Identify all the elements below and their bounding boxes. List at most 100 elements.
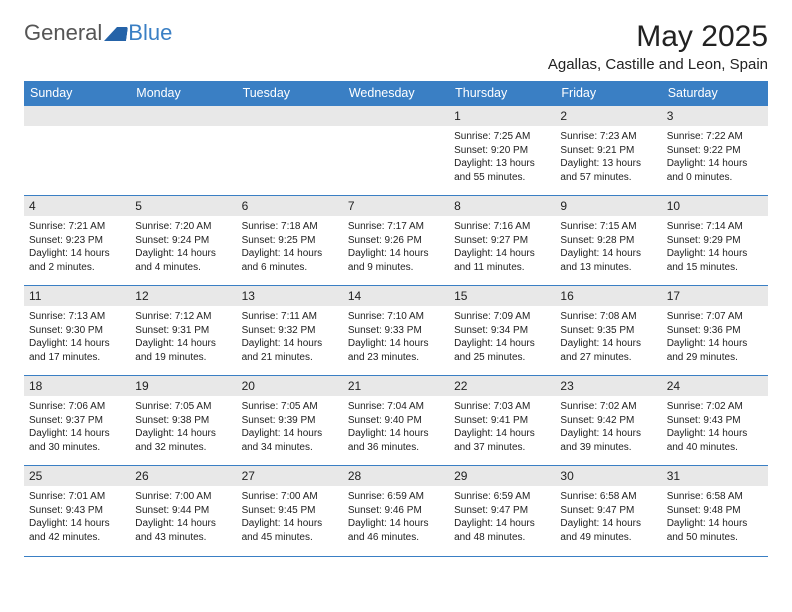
day-info: Sunrise: 7:05 AMSunset: 9:39 PMDaylight:…	[237, 396, 343, 458]
day-number-band: 23	[555, 376, 661, 396]
day-number-band: 26	[130, 466, 236, 486]
day-info: Sunrise: 7:06 AMSunset: 9:37 PMDaylight:…	[24, 396, 130, 458]
day-cell: 9Sunrise: 7:15 AMSunset: 9:28 PMDaylight…	[555, 196, 661, 286]
day-number-band	[130, 106, 236, 126]
day-number-band: 7	[343, 196, 449, 216]
day-info: Sunrise: 7:00 AMSunset: 9:44 PMDaylight:…	[130, 486, 236, 548]
day-info: Sunrise: 7:20 AMSunset: 9:24 PMDaylight:…	[130, 216, 236, 278]
day-cell: 30Sunrise: 6:58 AMSunset: 9:47 PMDayligh…	[555, 466, 661, 556]
day-number-band	[343, 106, 449, 126]
calendar: SundayMondayTuesdayWednesdayThursdayFrid…	[24, 81, 768, 557]
logo: General Blue	[24, 20, 172, 46]
day-number-band: 5	[130, 196, 236, 216]
week-row: 4Sunrise: 7:21 AMSunset: 9:23 PMDaylight…	[24, 196, 768, 286]
day-number-band: 30	[555, 466, 661, 486]
day-cell: 18Sunrise: 7:06 AMSunset: 9:37 PMDayligh…	[24, 376, 130, 466]
day-info: Sunrise: 7:10 AMSunset: 9:33 PMDaylight:…	[343, 306, 449, 368]
day-cell: 26Sunrise: 7:00 AMSunset: 9:44 PMDayligh…	[130, 466, 236, 556]
week-row: 11Sunrise: 7:13 AMSunset: 9:30 PMDayligh…	[24, 286, 768, 376]
weekday-header: Monday	[130, 81, 236, 106]
day-cell: 2Sunrise: 7:23 AMSunset: 9:21 PMDaylight…	[555, 106, 661, 196]
day-info: Sunrise: 7:22 AMSunset: 9:22 PMDaylight:…	[662, 126, 768, 188]
weekday-header: Thursday	[449, 81, 555, 106]
day-number-band: 6	[237, 196, 343, 216]
day-cell: 6Sunrise: 7:18 AMSunset: 9:25 PMDaylight…	[237, 196, 343, 286]
day-cell: 11Sunrise: 7:13 AMSunset: 9:30 PMDayligh…	[24, 286, 130, 376]
day-info: Sunrise: 7:15 AMSunset: 9:28 PMDaylight:…	[555, 216, 661, 278]
day-info: Sunrise: 7:08 AMSunset: 9:35 PMDaylight:…	[555, 306, 661, 368]
day-info: Sunrise: 7:13 AMSunset: 9:30 PMDaylight:…	[24, 306, 130, 368]
day-number-band: 20	[237, 376, 343, 396]
day-info: Sunrise: 7:16 AMSunset: 9:27 PMDaylight:…	[449, 216, 555, 278]
day-number-band: 31	[662, 466, 768, 486]
day-cell: 29Sunrise: 6:59 AMSunset: 9:47 PMDayligh…	[449, 466, 555, 556]
logo-text-2: Blue	[128, 20, 172, 46]
week-row: 1Sunrise: 7:25 AMSunset: 9:20 PMDaylight…	[24, 106, 768, 196]
day-cell: 25Sunrise: 7:01 AMSunset: 9:43 PMDayligh…	[24, 466, 130, 556]
day-number-band: 22	[449, 376, 555, 396]
day-number-band: 10	[662, 196, 768, 216]
day-info: Sunrise: 7:11 AMSunset: 9:32 PMDaylight:…	[237, 306, 343, 368]
day-cell: 24Sunrise: 7:02 AMSunset: 9:43 PMDayligh…	[662, 376, 768, 466]
day-cell	[130, 106, 236, 196]
day-info: Sunrise: 7:05 AMSunset: 9:38 PMDaylight:…	[130, 396, 236, 458]
day-cell: 28Sunrise: 6:59 AMSunset: 9:46 PMDayligh…	[343, 466, 449, 556]
day-number-band: 3	[662, 106, 768, 126]
logo-text-1: General	[24, 20, 102, 46]
day-info: Sunrise: 7:09 AMSunset: 9:34 PMDaylight:…	[449, 306, 555, 368]
day-info: Sunrise: 7:17 AMSunset: 9:26 PMDaylight:…	[343, 216, 449, 278]
weekday-header: Friday	[555, 81, 661, 106]
day-cell: 5Sunrise: 7:20 AMSunset: 9:24 PMDaylight…	[130, 196, 236, 286]
day-cell: 4Sunrise: 7:21 AMSunset: 9:23 PMDaylight…	[24, 196, 130, 286]
day-number-band: 18	[24, 376, 130, 396]
logo-sail-icon	[105, 25, 127, 41]
week-row: 25Sunrise: 7:01 AMSunset: 9:43 PMDayligh…	[24, 466, 768, 556]
day-cell: 10Sunrise: 7:14 AMSunset: 9:29 PMDayligh…	[662, 196, 768, 286]
day-number-band: 19	[130, 376, 236, 396]
day-number-band: 12	[130, 286, 236, 306]
day-cell: 7Sunrise: 7:17 AMSunset: 9:26 PMDaylight…	[343, 196, 449, 286]
day-info: Sunrise: 7:23 AMSunset: 9:21 PMDaylight:…	[555, 126, 661, 188]
day-number-band: 8	[449, 196, 555, 216]
day-info: Sunrise: 7:02 AMSunset: 9:42 PMDaylight:…	[555, 396, 661, 458]
day-cell: 20Sunrise: 7:05 AMSunset: 9:39 PMDayligh…	[237, 376, 343, 466]
day-number-band: 2	[555, 106, 661, 126]
day-number-band: 17	[662, 286, 768, 306]
day-number-band: 24	[662, 376, 768, 396]
day-cell: 13Sunrise: 7:11 AMSunset: 9:32 PMDayligh…	[237, 286, 343, 376]
weekday-header: Sunday	[24, 81, 130, 106]
weekday-header: Wednesday	[343, 81, 449, 106]
weekday-header: Tuesday	[237, 81, 343, 106]
day-number-band	[24, 106, 130, 126]
day-number-band: 4	[24, 196, 130, 216]
day-number-band: 15	[449, 286, 555, 306]
day-info: Sunrise: 7:02 AMSunset: 9:43 PMDaylight:…	[662, 396, 768, 458]
location-subtitle: Agallas, Castille and Leon, Spain	[548, 56, 768, 73]
day-cell: 27Sunrise: 7:00 AMSunset: 9:45 PMDayligh…	[237, 466, 343, 556]
day-info: Sunrise: 6:59 AMSunset: 9:46 PMDaylight:…	[343, 486, 449, 548]
day-info: Sunrise: 7:18 AMSunset: 9:25 PMDaylight:…	[237, 216, 343, 278]
day-cell: 23Sunrise: 7:02 AMSunset: 9:42 PMDayligh…	[555, 376, 661, 466]
day-cell: 15Sunrise: 7:09 AMSunset: 9:34 PMDayligh…	[449, 286, 555, 376]
day-info: Sunrise: 7:07 AMSunset: 9:36 PMDaylight:…	[662, 306, 768, 368]
day-cell: 16Sunrise: 7:08 AMSunset: 9:35 PMDayligh…	[555, 286, 661, 376]
day-cell: 31Sunrise: 6:58 AMSunset: 9:48 PMDayligh…	[662, 466, 768, 556]
day-cell: 19Sunrise: 7:05 AMSunset: 9:38 PMDayligh…	[130, 376, 236, 466]
day-number-band: 25	[24, 466, 130, 486]
day-number-band: 16	[555, 286, 661, 306]
day-info: Sunrise: 7:12 AMSunset: 9:31 PMDaylight:…	[130, 306, 236, 368]
day-number-band: 28	[343, 466, 449, 486]
month-title: May 2025	[548, 20, 768, 54]
day-info: Sunrise: 7:14 AMSunset: 9:29 PMDaylight:…	[662, 216, 768, 278]
day-cell: 12Sunrise: 7:12 AMSunset: 9:31 PMDayligh…	[130, 286, 236, 376]
day-info: Sunrise: 7:03 AMSunset: 9:41 PMDaylight:…	[449, 396, 555, 458]
day-number-band: 11	[24, 286, 130, 306]
day-number-band	[237, 106, 343, 126]
week-row: 18Sunrise: 7:06 AMSunset: 9:37 PMDayligh…	[24, 376, 768, 466]
day-number-band: 27	[237, 466, 343, 486]
day-number-band: 21	[343, 376, 449, 396]
day-number-band: 14	[343, 286, 449, 306]
day-number-band: 1	[449, 106, 555, 126]
day-info: Sunrise: 6:58 AMSunset: 9:47 PMDaylight:…	[555, 486, 661, 548]
header: General Blue May 2025 Agallas, Castille …	[24, 20, 768, 73]
